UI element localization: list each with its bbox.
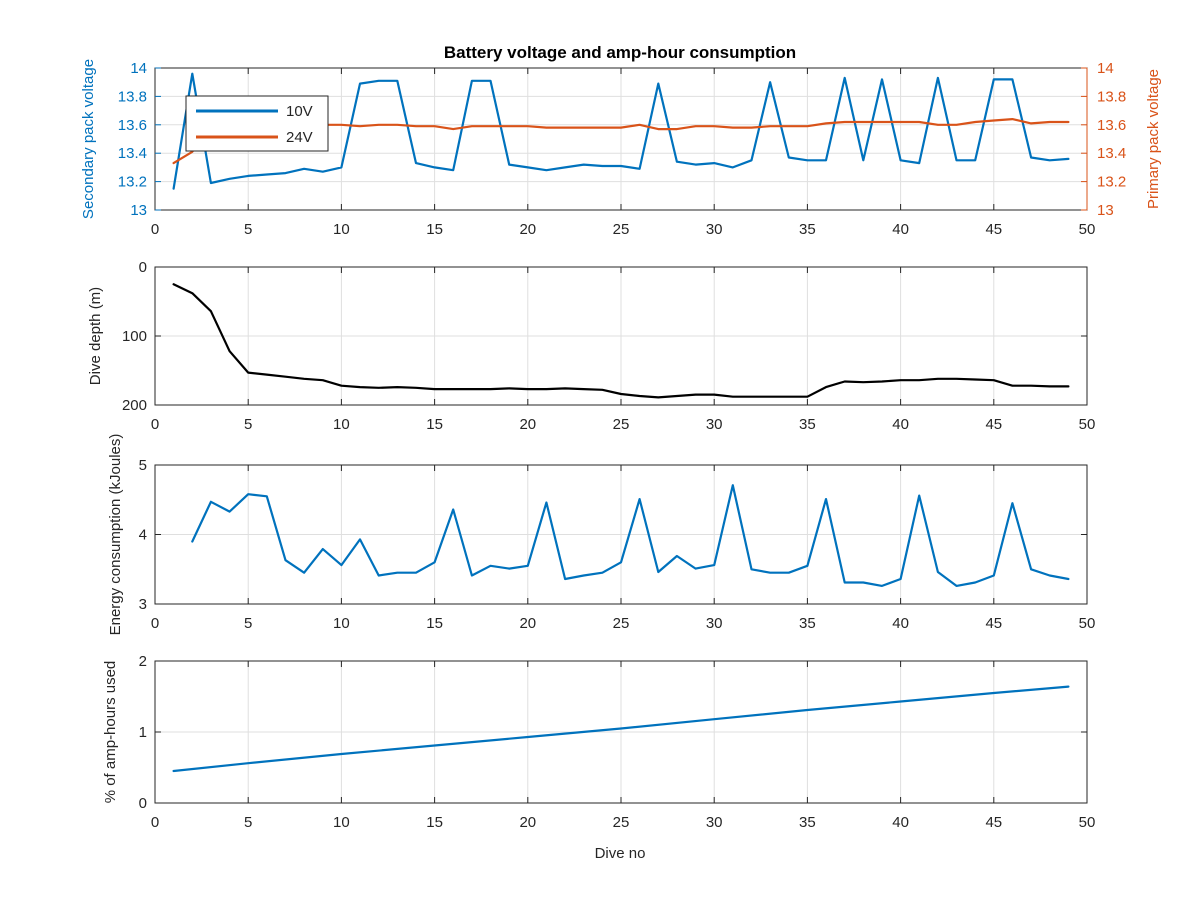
legend: 10V 24V: [185, 95, 329, 152]
x-tick-label: 30: [706, 814, 723, 831]
x-tick-label: 40: [892, 814, 909, 831]
series-line-1: [172, 685, 1070, 773]
y-tick-label: 2: [139, 653, 147, 670]
x-tick-label: 30: [706, 221, 723, 238]
x-tick-label: 50: [1079, 615, 1096, 632]
legend-label: 24V: [286, 129, 313, 146]
x-tick-label: 45: [985, 615, 1002, 632]
right-y-tick-label: 13.8: [1097, 88, 1126, 105]
subplots: 0 5 10 15 20 25 30 35 40 45 501313.213.413.613.814…: [80, 59, 1162, 831]
subplot-1: 0 5 10 15 20 25 30 35 40 45 501313.213.413.613.814…: [80, 59, 1162, 238]
x-tick-label: 15: [426, 221, 443, 238]
x-tick-label: 35: [799, 221, 816, 238]
right-y-tick-label: 13: [1097, 202, 1114, 219]
x-tick-label: 10: [333, 615, 350, 632]
y-tick-label: 4: [139, 527, 147, 544]
x-tick-label: 25: [613, 814, 630, 831]
x-tick-label: 40: [892, 416, 909, 433]
x-tick-label: 20: [519, 814, 536, 831]
x-tick-label: 5: [244, 221, 252, 238]
y-tick-label: 13.2: [118, 174, 147, 191]
y-tick-label: 13.4: [118, 145, 147, 162]
right-y-tick-label: 14: [1097, 60, 1114, 77]
y-tick-label: 13: [130, 202, 147, 219]
y-tick-label: 0: [139, 795, 147, 812]
x-tick-label: 40: [892, 615, 909, 632]
x-tick-label: 0: [151, 221, 159, 238]
x-tick-label: 20: [519, 615, 536, 632]
x-tick-label: 50: [1079, 814, 1096, 831]
x-tick-label: 50: [1079, 221, 1096, 238]
x-tick-label: 40: [892, 221, 909, 238]
y-tick-label: 3: [139, 596, 147, 613]
series-line-1: [172, 283, 1070, 399]
y-tick-label: 14: [130, 60, 147, 77]
y-tick-label: 13.8: [118, 88, 147, 105]
series-line-10v: [172, 72, 1070, 190]
x-tick-label: 30: [706, 615, 723, 632]
legend-label: 10V: [286, 103, 313, 120]
x-tick-label: 5: [244, 615, 252, 632]
y-tick-label: 13.6: [118, 117, 147, 134]
y-tick-label: 100: [122, 328, 147, 345]
x-tick-label: 35: [799, 814, 816, 831]
right-y-axis-label: Primary pack voltage: [1145, 69, 1162, 209]
x-tick-label: 0: [151, 814, 159, 831]
x-tick-label: 20: [519, 416, 536, 433]
y-tick-label: 1: [139, 724, 147, 741]
x-tick-label: 25: [613, 615, 630, 632]
x-tick-label: 35: [799, 416, 816, 433]
right-y-tick-label: 13.2: [1097, 174, 1126, 191]
x-tick-label: 5: [244, 416, 252, 433]
y-tick-label: 0: [139, 259, 147, 276]
x-tick-label: 0: [151, 615, 159, 632]
y-axis-label: Energy consumption (kJoules): [107, 434, 124, 636]
y-tick-label: 200: [122, 397, 147, 414]
x-tick-label: 15: [426, 615, 443, 632]
x-tick-label: 20: [519, 221, 536, 238]
x-tick-label: 25: [613, 221, 630, 238]
x-tick-label: 15: [426, 814, 443, 831]
x-tick-label: 45: [985, 221, 1002, 238]
x-tick-label: 0: [151, 416, 159, 433]
x-tick-label: 5: [244, 814, 252, 831]
x-tick-label: 10: [333, 416, 350, 433]
x-axis-label: Dive no: [595, 845, 646, 862]
y-axis-label: Dive depth (m): [87, 287, 104, 385]
x-tick-label: 35: [799, 615, 816, 632]
x-tick-label: 15: [426, 416, 443, 433]
right-y-tick-label: 13.6: [1097, 117, 1126, 134]
y-axis-label: Secondary pack voltage: [80, 59, 97, 219]
x-tick-label: 10: [333, 814, 350, 831]
right-y-tick-label: 13.4: [1097, 145, 1126, 162]
x-tick-label: 25: [613, 416, 630, 433]
y-tick-label: 5: [139, 457, 147, 474]
series-line-1: [191, 484, 1070, 588]
legend-box: [185, 95, 329, 152]
y-axis-label: % of amp-hours used: [102, 661, 119, 804]
subplot-4: 0 5 10 15 20 25 30 35 40 45 50 0 1 2 % of amp-hours us…: [102, 653, 1095, 831]
x-tick-label: 45: [985, 416, 1002, 433]
x-tick-label: 50: [1079, 416, 1096, 433]
figure-title: Battery voltage and amp-hour consumption: [444, 43, 796, 62]
x-tick-label: 10: [333, 221, 350, 238]
subplot-2: 0 5 10 15 20 25 30 35 40 45 50 0 100 200 Dive depth (m…: [87, 259, 1095, 433]
x-tick-label: 30: [706, 416, 723, 433]
x-tick-label: 45: [985, 814, 1002, 831]
